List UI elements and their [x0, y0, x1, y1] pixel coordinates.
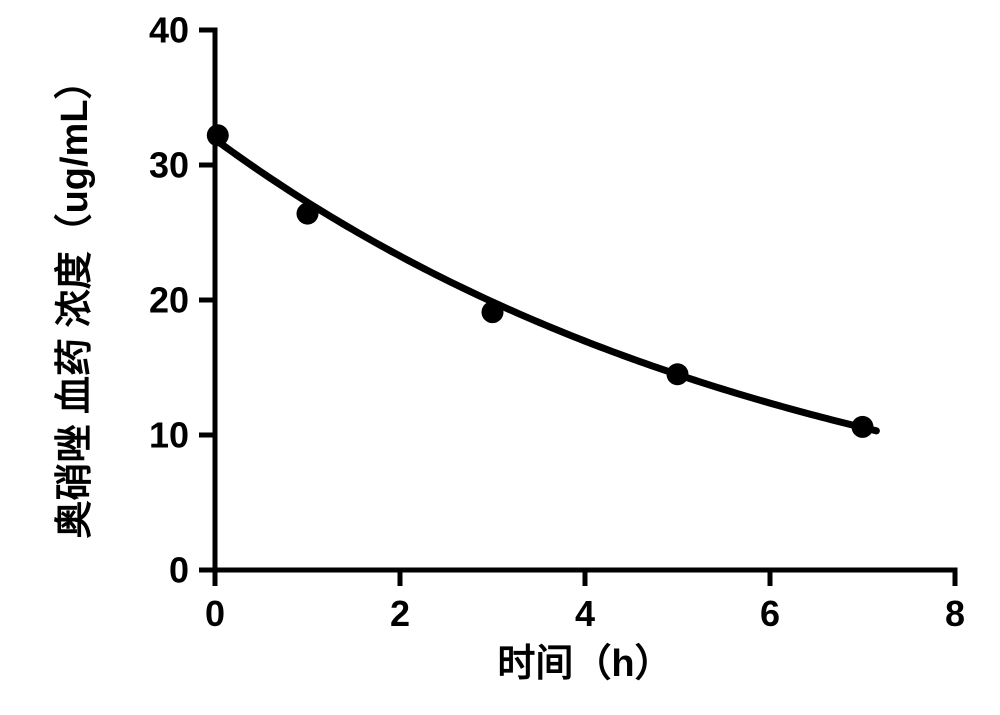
y-tick-label: 0: [169, 550, 189, 591]
x-tick-label: 8: [945, 593, 965, 634]
x-tick-label: 6: [760, 593, 780, 634]
x-axis-label: 时间（h）: [497, 643, 672, 685]
y-axis-label: 奥硝唑 血药 浓度（ug/mL）: [54, 61, 96, 538]
data-point: [297, 203, 319, 225]
x-tick-label: 0: [205, 593, 225, 634]
y-tick-label: 20: [149, 280, 189, 321]
y-tick-label: 40: [149, 10, 189, 51]
x-tick-label: 2: [390, 593, 410, 634]
data-point: [852, 416, 874, 438]
data-point: [207, 124, 229, 146]
data-point: [667, 363, 689, 385]
data-point: [482, 301, 504, 323]
chart-background: [0, 0, 1000, 715]
chart-container: 0 2 4 6 8 0 10 20 30 40 时间（h） 奥硝唑 血药 浓度（ug/mL）: [0, 0, 1000, 715]
y-tick-label: 10: [149, 415, 189, 456]
x-tick-label: 4: [575, 593, 595, 634]
decay-chart: 0 2 4 6 8 0 10 20 30 40 时间（h） 奥硝唑 血药 浓度（ug/mL）: [0, 0, 1000, 715]
y-tick-label: 30: [149, 145, 189, 186]
